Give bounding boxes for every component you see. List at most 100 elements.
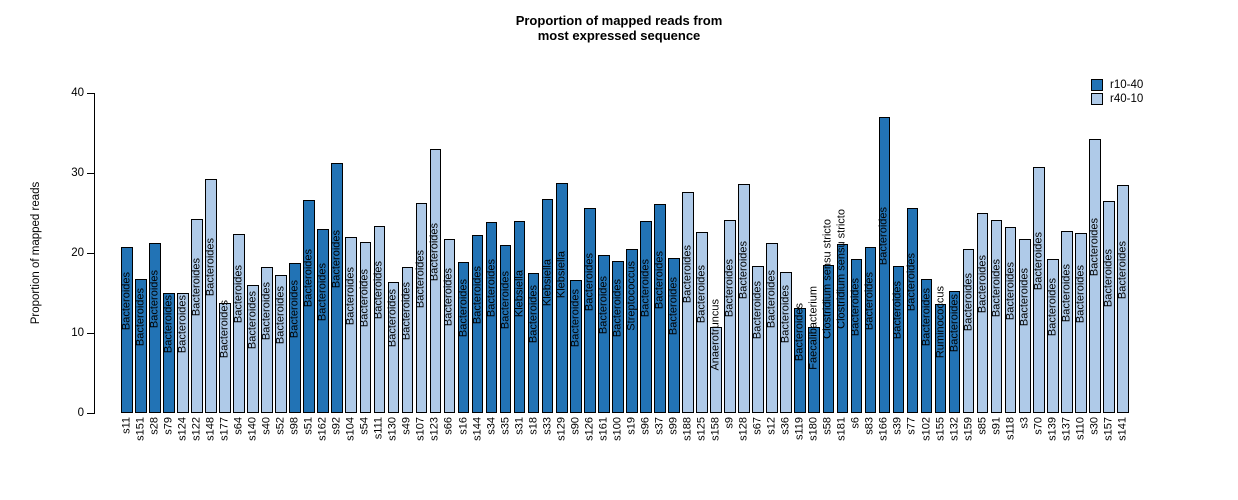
bar-genus-label: Bacteroides: [148, 270, 161, 329]
x-tick-label-s118: s118: [1004, 417, 1017, 441]
bar-s33: Klebsiella: [541, 198, 554, 413]
x-tick-label-s137: s137: [1060, 417, 1073, 441]
x-tick-label-s37: s37: [653, 417, 666, 435]
x-tick-label-s107: s107: [414, 417, 427, 441]
bar-genus-label: Bacteroides: [948, 293, 961, 352]
bar-genus-label: Bacteroides: [1088, 218, 1101, 277]
y-axis-label: Proportion of mapped reads: [30, 181, 42, 325]
bar-genus-label: Bacteroides: [457, 279, 470, 338]
x-tick-label-s144: s144: [471, 417, 484, 441]
x-tick-label-s85: s85: [976, 417, 989, 435]
bar-s92: Bacteroides: [330, 163, 344, 413]
x-tick-label-s83: s83: [863, 417, 876, 435]
bar-genus-label: Bacteroides: [330, 230, 343, 289]
bar-genus-label: Bacteroides: [162, 294, 175, 353]
legend-label-r40-10: r40-10: [1110, 92, 1144, 105]
x-tick-label-s12: s12: [765, 417, 778, 435]
bar-s100: Bacteroides: [611, 261, 624, 413]
x-tick-label-s31: s31: [513, 417, 526, 435]
bar-s180: Faecalibacterium: [808, 286, 821, 413]
bar-genus-label: Bacteroides: [849, 277, 862, 336]
x-tick-label-s66: s66: [442, 417, 455, 435]
x-tick-label-s110: s110: [1074, 417, 1087, 441]
bar-genus-label: Bacteroides: [260, 281, 273, 340]
bar-s137: Bacteroides: [1060, 230, 1073, 413]
bar-s155: Ruminococcus: [934, 286, 947, 413]
x-tick-label-s166: s166: [877, 417, 890, 441]
x-tick-label-s177: s177: [218, 417, 231, 441]
bar-genus-label: Bacteroides: [779, 284, 792, 343]
x-tick-label-s162: s162: [316, 417, 329, 441]
bar-s132: Bacteroides: [948, 290, 961, 413]
x-tick-label-s104: s104: [344, 417, 357, 441]
bar-s9: Bacteroides: [724, 220, 736, 413]
bar-genus-label: Bacteroides: [358, 269, 371, 328]
x-tick-label-s111: s111: [372, 417, 385, 440]
x-tick-label-s126: s126: [583, 417, 596, 441]
bar-s129: Klebsiella: [555, 182, 568, 413]
bar-genus-label: Faecalibacterium: [807, 286, 820, 370]
bar-genus-label: Bacteroides: [232, 265, 245, 324]
y-tick-mark: [87, 333, 95, 334]
x-tick-label-s49: s49: [400, 417, 413, 435]
x-axis-labels: s11 s151 s28 s79 s124 s122 s148 s177 s64 s140 s40 s…: [120, 417, 1133, 477]
y-tick-label: 10: [71, 327, 84, 339]
x-tick-label-s90: s90: [569, 417, 582, 435]
x-tick-label-s188: s188: [681, 417, 694, 441]
bar-genus-label: Bacteroides: [611, 278, 624, 337]
bar-s90: Bacteroides: [569, 280, 582, 413]
x-tick-label-s130: s130: [386, 417, 399, 441]
bar-s166: Bacteroides: [878, 117, 891, 413]
bar-s52: Bacteroides: [275, 275, 287, 413]
bar-s98: Bacteroides: [289, 263, 301, 413]
bar-genus-label: Klebsiella: [541, 258, 554, 306]
bar-s18: Bacteroides: [527, 273, 540, 413]
bar-genus-label: Bacteroides: [316, 262, 329, 321]
bar-genus-label: Bacteroides: [176, 294, 189, 353]
bar-s139: Bacteroides: [1046, 258, 1059, 413]
bar-s177: Bacteroides: [219, 300, 231, 413]
bar-genus-label: Bacteroides: [667, 277, 680, 336]
bar-s11: Bacteroides: [120, 246, 133, 413]
bar-genus-label: Bacteroides: [990, 258, 1003, 317]
bar-genus-label: Bacteroides: [274, 286, 287, 345]
x-tick-label-s79: s79: [162, 417, 175, 435]
x-tick-label-s9: s9: [723, 417, 736, 429]
x-tick-label-s102: s102: [920, 417, 932, 441]
x-tick-label-s64: s64: [232, 417, 245, 435]
y-tick-label: 30: [71, 167, 84, 179]
x-tick-label-s36: s36: [779, 417, 792, 435]
bar-s161: Bacteroides: [597, 255, 610, 413]
bar-genus-label: Bacteroides: [1074, 264, 1087, 323]
bar-s162: Bacteroides: [317, 229, 329, 413]
bar-s39: Bacteroides: [892, 265, 905, 413]
bar-genus-label: Bacteroides: [1102, 248, 1115, 307]
bar-genus-label: Bacteroides: [1004, 262, 1017, 321]
bar-s111: Bacteroides: [373, 225, 386, 413]
bar-genus-label: Bacteroides: [386, 289, 399, 348]
x-tick-label-s51: s51: [302, 417, 315, 435]
bar-genus-label: Bacteroides: [863, 272, 876, 331]
bar-s79: Bacteroides: [162, 293, 175, 413]
bar-s96: Bacteroides: [639, 221, 652, 413]
x-tick-label-s128: s128: [737, 417, 750, 441]
bar-genus-label: Bacteroides: [499, 270, 512, 329]
chart-title-line1: Proportion of mapped reads from: [515, 13, 723, 28]
bar-genus-label: Bacteroides: [428, 222, 441, 281]
x-tick-label-s159: s159: [962, 417, 975, 441]
bar-s144: Bacteroides: [471, 235, 484, 413]
bar-genus-label: Bacteroides: [302, 248, 315, 307]
x-tick-label-s19: s19: [625, 417, 638, 435]
x-tick-label-s67: s67: [751, 417, 764, 435]
legend: r10-40 r40-10: [1091, 78, 1143, 106]
x-tick-label-s18: s18: [527, 417, 540, 435]
x-tick-label-s119: s119: [793, 417, 806, 441]
y-tick-mark: [87, 253, 95, 254]
x-tick-label-s16: s16: [457, 417, 470, 435]
bar-s28: Bacteroides: [148, 243, 161, 413]
bar-genus-label: Anaerotruncus: [709, 298, 722, 371]
bar-s36: Bacteroides: [780, 272, 792, 413]
bar-genus-label: Bacteroides: [737, 240, 750, 299]
bar-s104: Bacteroides: [345, 237, 358, 413]
